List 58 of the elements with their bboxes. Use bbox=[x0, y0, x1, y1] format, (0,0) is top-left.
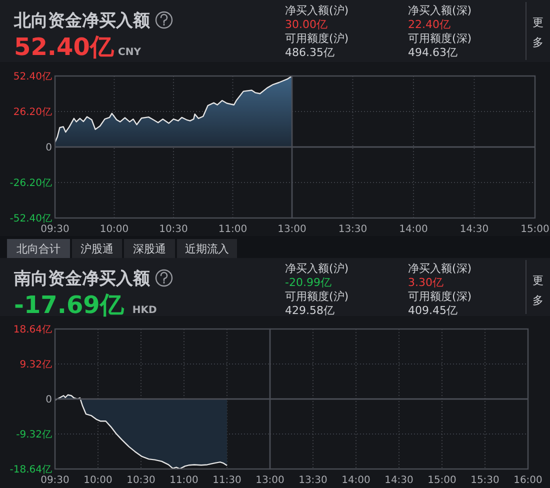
more-button: 更多 bbox=[526, 260, 544, 314]
x-tick-label: 15:30 bbox=[470, 475, 500, 486]
text: -20.99亿 bbox=[285, 276, 332, 289]
more-button: 更多 bbox=[526, 2, 544, 60]
chart-title: 南向资金净买入额 bbox=[13, 269, 151, 289]
x-tick-label: 15:00 bbox=[428, 475, 456, 486]
chart-title: 北向资金净买入额 bbox=[13, 11, 151, 31]
y-tick-label: -18.64亿 bbox=[10, 464, 52, 476]
tab: 沪股通 bbox=[72, 239, 122, 258]
x-tick-label: 14:00 bbox=[399, 224, 428, 235]
x-tick-label: 16:00 bbox=[514, 475, 542, 486]
x-tick-label: 10:30 bbox=[126, 475, 156, 486]
text: 净买入额(深) bbox=[408, 4, 472, 17]
x-tick-label: 13:00 bbox=[256, 475, 284, 486]
tab: 近期流入 bbox=[177, 239, 237, 258]
x-tick-label: 10:00 bbox=[100, 224, 129, 235]
y-tick-label: -26.20亿 bbox=[10, 178, 52, 189]
x-tick-label: 10:00 bbox=[84, 475, 112, 486]
text: 486.35亿 bbox=[285, 46, 334, 59]
text: 22.40亿 bbox=[408, 18, 450, 31]
x-tick-label: 15:00 bbox=[520, 224, 550, 235]
x-tick-label: 11:00 bbox=[170, 475, 198, 486]
text: CNY bbox=[118, 47, 142, 58]
text: 可用额度(沪) bbox=[285, 290, 349, 303]
text: HKD bbox=[132, 305, 157, 316]
x-tick-label: 09:30 bbox=[40, 224, 70, 235]
y-tick-label: 0 bbox=[46, 394, 52, 406]
text: 可用额度(深) bbox=[408, 32, 472, 45]
x-tick-label: 13:00 bbox=[278, 224, 306, 235]
y-tick-label: 18.64亿 bbox=[13, 324, 52, 336]
text: 净买入额(沪) bbox=[285, 262, 349, 275]
tab: 北向合计 bbox=[7, 239, 70, 258]
text: 429.58亿 bbox=[285, 304, 334, 317]
y-tick-label: -52.40亿 bbox=[10, 214, 52, 224]
y-tick-label: 9.32亿 bbox=[20, 360, 52, 370]
x-tick-label: 14:30 bbox=[384, 475, 414, 486]
text: 494.63亿 bbox=[408, 46, 458, 59]
y-tick-label: 26.20亿 bbox=[13, 107, 52, 118]
x-tick-label: 11:00 bbox=[218, 224, 248, 235]
x-tick-label: 14:00 bbox=[342, 475, 370, 486]
x-tick-label: 11:30 bbox=[212, 475, 242, 486]
chart-subtitle: -17.69亿 bbox=[14, 291, 125, 319]
text: 净买入额(深) bbox=[408, 262, 472, 275]
text: 409.45亿 bbox=[408, 304, 458, 317]
text: 30.00亿 bbox=[285, 18, 328, 31]
y-tick-label: 52.40亿 bbox=[13, 72, 52, 82]
text: 净买入额(沪) bbox=[285, 4, 349, 17]
y-tick-label: 0 bbox=[46, 142, 52, 154]
tab: 深股通 bbox=[124, 239, 175, 258]
text: 可用额度(深) bbox=[408, 290, 472, 303]
x-tick-label: 09:30 bbox=[40, 475, 70, 486]
x-tick-label: 13:30 bbox=[298, 475, 328, 486]
x-tick-label: 14:30 bbox=[460, 224, 489, 235]
x-tick-label: 10:30 bbox=[159, 224, 188, 235]
text: 可用额度(沪) bbox=[285, 32, 349, 45]
text: 3.30亿 bbox=[408, 276, 444, 289]
x-tick-label: 13:30 bbox=[338, 224, 368, 235]
y-tick-label: -9.32亿 bbox=[16, 430, 52, 440]
